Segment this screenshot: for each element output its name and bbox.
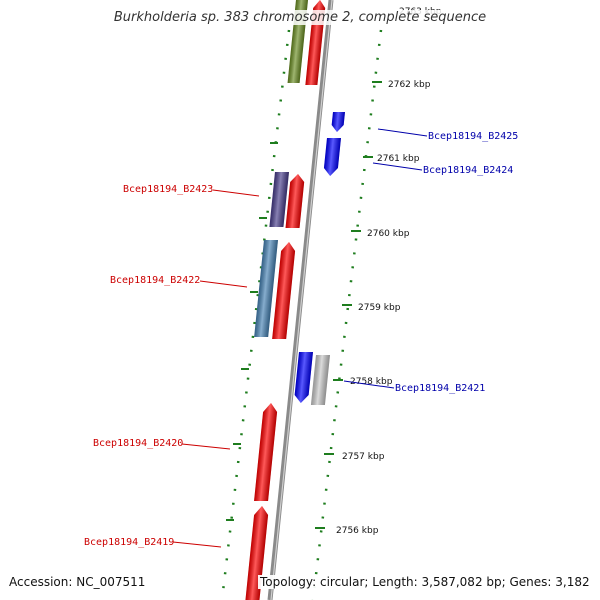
gene-label-b2424[interactable]: Bcep18194_B2424 (423, 165, 513, 176)
gene-gray-bar[interactable] (310, 355, 330, 405)
gene-red-near-b2423[interactable] (285, 174, 305, 228)
leader-lines (172, 128, 428, 548)
gene-label-b2425[interactable]: Bcep18194_B2425 (428, 131, 518, 142)
gene-label-b2423[interactable]: Bcep18194_B2423 (123, 184, 213, 195)
kbp-label-2758: 2758 kbp (350, 377, 393, 387)
inner-major-ticks (226, 142, 278, 521)
kbp-label-2757: 2757 kbp (342, 452, 385, 462)
topology-label: Topology: circular; Length: 3,587,082 bp… (258, 575, 592, 589)
gene-b2423-bar[interactable] (269, 172, 289, 227)
gene-label-b2421[interactable]: Bcep18194_B2421 (395, 383, 485, 394)
chromosome-backbone (267, 0, 334, 600)
gene-b2424-bar[interactable] (323, 138, 341, 176)
gene-label-b2420[interactable]: Bcep18194_B2420 (93, 438, 183, 449)
gene-label-b2419[interactable]: Bcep18194_B2419 (84, 537, 174, 548)
kbp-label-2756: 2756 kbp (336, 526, 379, 536)
kbp-label-2759: 2759 kbp (358, 303, 401, 313)
accession-label: Accession: NC_007511 (7, 575, 148, 589)
map-title: Burkholderia sp. 383 chromosome 2, compl… (0, 10, 600, 25)
gene-red-near-b2422[interactable] (272, 242, 296, 339)
kbp-label-2760: 2760 kbp (367, 229, 410, 239)
kbp-label-2762: 2762 kbp (388, 80, 431, 90)
gene-b2422-bar[interactable] (254, 240, 278, 337)
kbp-label-2761: 2761 kbp (377, 154, 420, 164)
gene-b2419-bar[interactable] (245, 506, 269, 600)
gene-label-b2422[interactable]: Bcep18194_B2422 (110, 275, 200, 286)
gene-b2421-bar[interactable] (294, 352, 313, 403)
major-ticks (315, 81, 382, 529)
outer-tick-rail (311, 29, 383, 600)
gene-b2425-bar[interactable] (331, 112, 345, 132)
gene-b2420-bar[interactable] (254, 403, 278, 501)
